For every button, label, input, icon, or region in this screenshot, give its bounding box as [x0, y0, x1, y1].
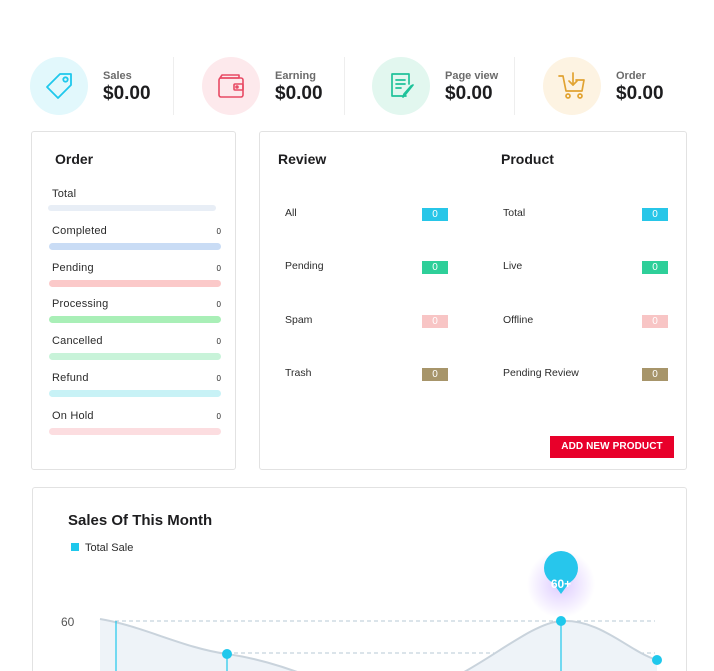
- order-status-count: 0: [216, 337, 221, 346]
- document-edit-icon: [372, 57, 430, 115]
- order-status-bar: [49, 280, 221, 287]
- stat-card-sales: Sales $0.00: [30, 55, 195, 117]
- order-status-count: 0: [216, 227, 221, 236]
- product-filter-link[interactable]: Offline: [503, 314, 534, 326]
- review-filter-link[interactable]: Trash: [285, 367, 312, 379]
- legend-swatch: [71, 543, 79, 551]
- order-status-count: 0: [216, 374, 221, 383]
- order-status-label: Completed: [52, 225, 107, 237]
- product-title: Product: [501, 151, 554, 167]
- stat-card-earning: Earning $0.00: [202, 55, 367, 117]
- order-status-bar: [48, 205, 216, 211]
- stat-value: $0.00: [616, 83, 664, 104]
- stat-label: Page view: [445, 70, 499, 82]
- stat-label: Order: [616, 70, 646, 82]
- order-status-label: Total: [52, 188, 77, 200]
- review-count-badge: 0: [422, 315, 448, 328]
- review-filter-link[interactable]: All: [285, 207, 297, 219]
- stat-value: $0.00: [103, 83, 151, 104]
- series-area: [100, 619, 657, 671]
- legend-label: Total Sale: [85, 542, 134, 554]
- order-status-count: 0: [216, 264, 221, 273]
- add-new-product-button[interactable]: ADD NEW PRODUCT: [550, 436, 674, 458]
- panel-title: Order: [55, 151, 94, 167]
- review-filter-link[interactable]: Pending: [285, 260, 324, 272]
- product-filter-link[interactable]: Pending Review: [503, 367, 579, 379]
- tooltip-label: 60+: [551, 577, 571, 591]
- stats-row: Sales $0.00 Earning $0.00 Page view $0.0…: [30, 55, 690, 117]
- data-point[interactable]: [222, 649, 232, 659]
- divider: [344, 57, 345, 115]
- order-status-label: On Hold: [52, 410, 94, 422]
- order-status-label: Pending: [52, 262, 94, 274]
- sales-chart: 60 60+: [61, 550, 662, 671]
- data-point[interactable]: [556, 616, 566, 626]
- order-status-label: Cancelled: [52, 335, 103, 347]
- order-status-bar: [49, 316, 221, 323]
- review-count-badge: 0: [422, 208, 448, 221]
- tag-icon: [30, 57, 88, 115]
- review-count-badge: 0: [422, 368, 448, 381]
- review-title: Review: [278, 151, 327, 167]
- review-product-panel: Review Product All 0 Pending 0 Spam 0 Trash 0 T…: [259, 131, 687, 470]
- product-count-badge: 0: [642, 208, 668, 221]
- product-count-badge: 0: [642, 368, 668, 381]
- tooltip-bubble: [544, 550, 579, 594]
- product-count-badge: 0: [642, 261, 668, 274]
- chart-title: Sales Of This Month: [68, 512, 213, 529]
- stat-card-page-view: Page view $0.00: [372, 55, 537, 117]
- order-status-bar: [49, 390, 221, 397]
- order-status-bar: [49, 243, 221, 250]
- product-filter-link[interactable]: Total: [503, 207, 526, 219]
- divider: [173, 57, 174, 115]
- y-tick-label: 60: [61, 615, 75, 629]
- data-point[interactable]: [652, 655, 662, 665]
- stat-card-order: Order $0.00: [543, 55, 708, 117]
- product-count-badge: 0: [642, 315, 668, 328]
- order-status-count: 0: [216, 300, 221, 309]
- order-status-label: Processing: [52, 298, 109, 310]
- wallet-icon: [202, 57, 260, 115]
- review-count-badge: 0: [422, 261, 448, 274]
- stat-value: $0.00: [275, 83, 323, 104]
- cart-download-icon: [543, 57, 601, 115]
- order-status-bar: [49, 428, 221, 435]
- chart-legend[interactable]: Total Sale: [71, 542, 133, 554]
- sales-chart-panel: Sales Of This Month Total Sale 60 60+: [32, 487, 687, 671]
- product-filter-link[interactable]: Live: [503, 260, 523, 272]
- stat-label: Sales: [103, 70, 132, 82]
- order-status-label: Refund: [52, 372, 89, 384]
- divider: [514, 57, 515, 115]
- order-panel: Order Total Completed 0 Pending 0 Processing 0…: [31, 131, 236, 470]
- order-status-bar: [49, 353, 221, 360]
- review-filter-link[interactable]: Spam: [285, 314, 313, 326]
- stat-value: $0.00: [445, 83, 493, 104]
- stat-label: Earning: [275, 70, 316, 82]
- order-status-count: 0: [216, 412, 221, 421]
